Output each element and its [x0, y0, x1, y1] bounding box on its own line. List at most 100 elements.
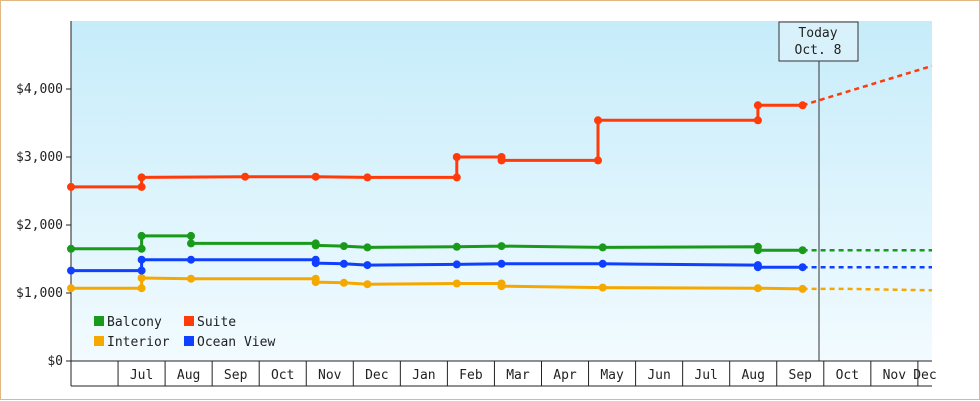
today-label-line2: Oct. 8: [795, 43, 842, 58]
x-tick-label: Apr: [553, 368, 577, 383]
data-point-suite: [363, 173, 372, 182]
x-tick-label: Sep: [224, 368, 248, 383]
data-point-ocean-view: [187, 255, 195, 264]
axes: $0 $1,000 $2,000 $3,000 $4,000 Jul Aug Sep Oct No…: [16, 21, 937, 387]
legend-label-interior: Interior: [107, 335, 170, 350]
data-point-interior: [363, 280, 372, 289]
data-point-balcony: [753, 246, 762, 255]
data-point-balcony: [363, 243, 372, 252]
series-forecast-interior: [802, 287, 933, 292]
data-point-ocean-view: [67, 266, 75, 275]
legend-label-suite: Suite: [197, 315, 236, 330]
data-point-balcony: [187, 231, 195, 240]
data-point-ocean-view: [137, 266, 146, 275]
plot-background: [71, 21, 932, 361]
data-point-balcony: [452, 242, 461, 251]
data-point-ocean-view: [598, 259, 607, 268]
data-point-interior: [452, 279, 461, 288]
data-point-ocean-view: [311, 259, 320, 268]
x-tick-label: Dec: [365, 368, 388, 383]
today-marker: Today Oct. 8: [778, 21, 859, 361]
data-point-interior: [598, 283, 607, 292]
legend-swatch-interior: [94, 336, 104, 346]
series-line-ocean-view: [71, 258, 803, 273]
legend-swatch-suite: [184, 316, 194, 326]
data-point-balcony: [311, 241, 320, 250]
legend-swatch-ocean-view: [184, 336, 194, 346]
legend-label-balcony: Balcony: [107, 315, 162, 330]
y-tick-label: $2,000: [16, 218, 63, 233]
x-tick-label: Oct: [271, 368, 294, 383]
data-point-suite: [67, 182, 75, 191]
data-point-ocean-view: [137, 255, 146, 264]
data-point-interior: [137, 284, 146, 293]
y-tick-label: $0: [47, 354, 63, 369]
series-interior: [67, 274, 933, 293]
x-tick-label: Jul: [130, 368, 153, 383]
data-point-balcony: [137, 244, 146, 253]
x-tick-label: Dec: [913, 368, 936, 383]
data-point-interior: [798, 284, 807, 293]
legend-swatch-balcony: [94, 316, 104, 326]
x-tick-label: Feb: [459, 368, 483, 383]
x-tick-label: Oct: [836, 368, 859, 383]
data-point-balcony: [137, 231, 146, 240]
data-point-interior: [67, 284, 75, 293]
data-point-suite: [452, 173, 461, 182]
data-point-suite: [798, 101, 807, 110]
series-line-interior: [71, 276, 803, 291]
data-point-suite: [137, 173, 146, 182]
data-point-suite: [753, 116, 762, 125]
series-forecast-suite: [802, 64, 933, 107]
data-point-ocean-view: [363, 261, 372, 270]
series-suite: [67, 64, 933, 191]
data-point-ocean-view: [497, 259, 506, 268]
data-point-interior: [311, 278, 320, 287]
data-point-balcony: [67, 244, 75, 253]
x-tick-label: Aug: [177, 368, 200, 383]
x-tick-label: Jan: [412, 368, 435, 383]
x-tick-label: Nov: [883, 368, 907, 383]
data-point-ocean-view: [339, 259, 348, 268]
data-point-interior: [187, 274, 195, 283]
data-point-suite: [497, 156, 506, 165]
y-tick-label: $3,000: [16, 150, 63, 165]
series-ocean-view: [67, 255, 932, 275]
data-point-suite: [452, 153, 461, 161]
data-point-suite: [594, 116, 602, 125]
x-tick-label: Nov: [318, 368, 342, 383]
data-point-suite: [311, 172, 320, 181]
data-point-suite: [241, 172, 250, 181]
data-point-suite: [753, 101, 762, 110]
data-point-balcony: [187, 239, 195, 248]
data-point-interior: [339, 278, 348, 287]
today-label-line1: Today: [798, 26, 837, 41]
today-box: [778, 21, 859, 62]
data-point-ocean-view: [798, 263, 807, 272]
data-point-suite: [594, 156, 602, 165]
x-tick-label: May: [600, 368, 624, 383]
x-tick-label: Sep: [789, 368, 813, 383]
data-point-interior: [137, 274, 146, 282]
series-balcony: [67, 231, 932, 255]
data-point-balcony: [798, 246, 807, 255]
data-point-interior: [497, 282, 506, 291]
x-tick-label: Jul: [694, 368, 717, 383]
data-point-interior: [753, 284, 762, 293]
legend: Balcony Suite Interior Ocean View: [94, 315, 275, 350]
legend-label-ocean-view: Ocean View: [197, 335, 275, 350]
data-point-ocean-view: [452, 260, 461, 269]
series-layer: [67, 64, 933, 293]
data-point-balcony: [497, 242, 506, 251]
x-tick-label: Mar: [506, 368, 530, 383]
data-point-ocean-view: [753, 263, 762, 272]
x-tick-label: Aug: [741, 368, 764, 383]
x-tick-label: Jun: [647, 368, 670, 383]
y-tick-label: $1,000: [16, 286, 63, 301]
y-tick-label: $4,000: [16, 82, 63, 97]
data-point-balcony: [339, 242, 348, 251]
data-point-suite: [137, 182, 146, 191]
data-point-balcony: [598, 243, 607, 252]
